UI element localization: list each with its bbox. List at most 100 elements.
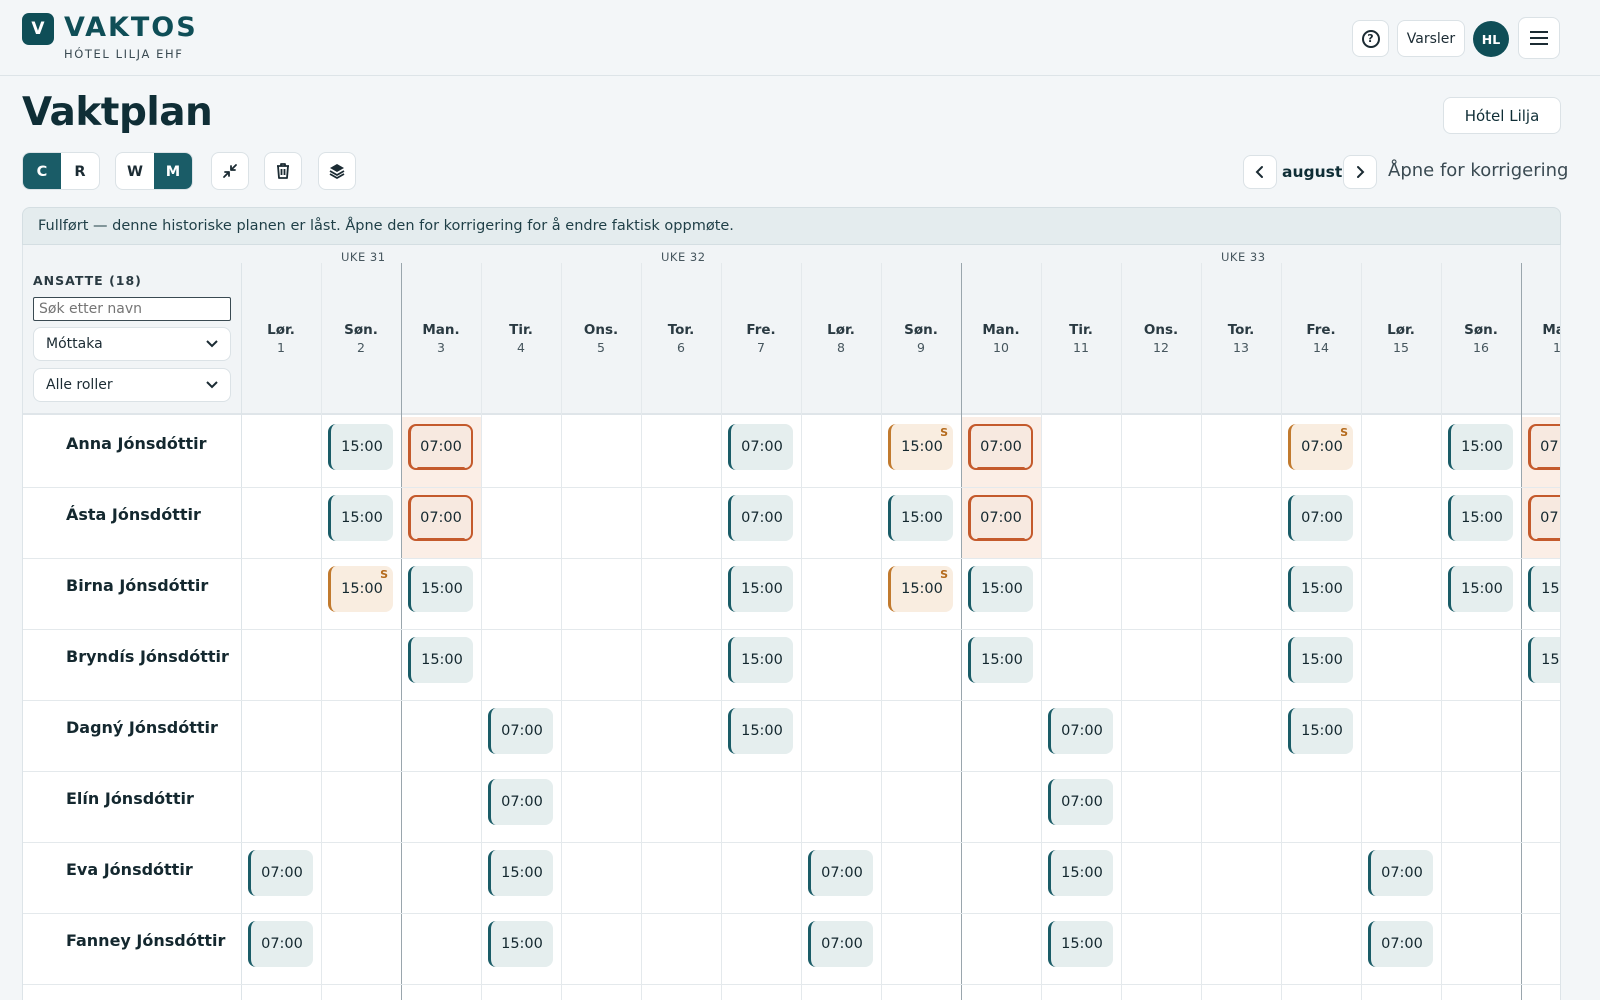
shift-chip[interactable]: 15:00	[1288, 708, 1353, 754]
shift-chip[interactable]: 15:00	[328, 424, 393, 470]
shift-chip[interactable]: 07:00	[728, 424, 793, 470]
shift-time: 15:00	[1301, 652, 1343, 668]
shift-chip[interactable]: 15:00	[1448, 566, 1513, 612]
day-number: 17	[1553, 340, 1561, 355]
shift-chip[interactable]: 15:00	[1528, 637, 1560, 683]
shift-time: 07:00	[821, 865, 863, 881]
shift-chip[interactable]: 07:00	[1288, 495, 1353, 541]
employee-row: Fanney Jónsdóttir 07:00 15:00 07:00 15:00 07:…	[23, 914, 1560, 985]
shift-time: 07:00	[1301, 439, 1343, 455]
mode-r-button[interactable]: R	[74, 164, 86, 180]
previous-month-button[interactable]	[1243, 155, 1277, 189]
shift-chip[interactable]: 07:00	[968, 424, 1033, 470]
menu-button[interactable]	[1518, 17, 1560, 59]
shift-chip[interactable]: 15:00	[1528, 566, 1560, 612]
shift-chip[interactable]: 07:00 S	[1288, 424, 1353, 470]
shift-chip[interactable]: 07:00	[1528, 424, 1560, 470]
shift-chip[interactable]: 07:00	[488, 779, 553, 825]
shift-chip[interactable]: 15:00 S	[328, 566, 393, 612]
collapse-icon	[223, 164, 237, 178]
delete-button[interactable]	[264, 152, 302, 190]
day-header: Man. 3	[401, 322, 481, 356]
shift-time: 07:00	[1061, 794, 1103, 810]
day-name: Tir.	[1069, 322, 1093, 338]
shift-chip[interactable]: 07:00	[248, 850, 313, 896]
view-week-button[interactable]: W	[127, 164, 143, 180]
shift-time: 15:00	[901, 581, 943, 597]
next-month-button[interactable]	[1343, 155, 1377, 189]
shift-chip[interactable]: 07:00	[1528, 495, 1560, 541]
employee-name: Elín Jónsdóttir	[66, 789, 194, 808]
collapse-button[interactable]	[211, 152, 249, 190]
day-name: Tor.	[1227, 322, 1255, 338]
view-month-button[interactable]: M	[154, 153, 192, 189]
grid-divider	[241, 263, 242, 1000]
column-divider	[1441, 263, 1442, 1000]
shift-chip[interactable]: 15:00	[968, 566, 1033, 612]
shift-chip[interactable]: 07:00	[408, 495, 473, 541]
shift-chip[interactable]: 15:00	[968, 637, 1033, 683]
day-name: Søn.	[344, 322, 378, 338]
shift-chip[interactable]: 15:00	[1288, 566, 1353, 612]
day-number: 11	[1073, 340, 1089, 355]
mode-c-button[interactable]: C	[23, 153, 61, 189]
day-name: Fre.	[1306, 322, 1336, 338]
day-header: Lør. 1	[241, 322, 321, 356]
alerts-button[interactable]: Varsler	[1397, 20, 1465, 57]
shift-chip[interactable]: 15:00	[328, 495, 393, 541]
shift-time: 15:00	[1301, 723, 1343, 739]
column-divider	[721, 263, 722, 1000]
shift-chip[interactable]: 07:00	[728, 495, 793, 541]
column-divider	[561, 263, 562, 1000]
special-marker: S	[940, 568, 948, 581]
shift-time: 07:00	[420, 439, 462, 455]
shift-chip[interactable]: 07:00	[1368, 921, 1433, 967]
shift-chip[interactable]: 07:00	[488, 708, 553, 754]
shift-chip[interactable]: 07:00	[248, 921, 313, 967]
shift-chip[interactable]: 15:00	[1288, 637, 1353, 683]
day-number: 8	[837, 340, 845, 355]
shift-time: 15:00	[1541, 652, 1560, 668]
shift-chip[interactable]: 15:00	[728, 637, 793, 683]
shift-chip[interactable]: 07:00	[1048, 708, 1113, 754]
shift-chip[interactable]: 15:00 S	[888, 566, 953, 612]
shift-time: 15:00	[341, 510, 383, 526]
hotel-selector-button[interactable]: Hótel Lilja	[1443, 97, 1561, 134]
shift-time: 07:00	[741, 510, 783, 526]
role-select-value: Alle roller	[46, 377, 113, 393]
shift-chip[interactable]: 15:00	[1048, 850, 1113, 896]
shift-chip[interactable]: 07:00	[968, 495, 1033, 541]
day-name: Søn.	[904, 322, 938, 338]
shift-chip[interactable]: 15:00	[1048, 921, 1113, 967]
user-avatar[interactable]: HL	[1473, 21, 1509, 57]
department-select[interactable]: Móttaka	[33, 327, 231, 361]
employee-name: Dagný Jónsdóttir	[66, 718, 218, 737]
shift-chip[interactable]: 07:00	[408, 424, 473, 470]
shift-time: 07:00	[420, 510, 462, 526]
trash-icon	[277, 163, 289, 179]
shift-chip[interactable]: 15:00	[488, 921, 553, 967]
open-for-correction-link[interactable]: Åpne for korrigering	[1388, 160, 1569, 181]
shift-chip[interactable]: 07:00	[1048, 779, 1113, 825]
shift-chip[interactable]: 15:00	[408, 637, 473, 683]
layers-button[interactable]	[318, 152, 356, 190]
shift-chip[interactable]: 15:00	[728, 708, 793, 754]
day-number: 3	[437, 340, 445, 355]
day-number: 9	[917, 340, 925, 355]
shift-chip[interactable]: 15:00	[408, 566, 473, 612]
shift-chip[interactable]: 07:00	[808, 850, 873, 896]
role-select[interactable]: Alle roller	[33, 368, 231, 402]
shift-time: 15:00	[741, 723, 783, 739]
shift-chip[interactable]: 07:00	[808, 921, 873, 967]
shift-chip[interactable]: 15:00 S	[888, 424, 953, 470]
shift-chip[interactable]: 15:00	[1448, 424, 1513, 470]
shift-chip[interactable]: 15:00	[1448, 495, 1513, 541]
help-button[interactable]: ?	[1352, 20, 1389, 57]
shift-chip[interactable]: 07:00	[1368, 850, 1433, 896]
employee-search-input[interactable]	[33, 297, 231, 321]
shift-chip[interactable]: 15:00	[488, 850, 553, 896]
organization-name: HÓTEL LILJA EHF	[64, 47, 184, 61]
department-select-value: Móttaka	[46, 336, 103, 352]
shift-chip[interactable]: 15:00	[888, 495, 953, 541]
shift-chip[interactable]: 15:00	[728, 566, 793, 612]
